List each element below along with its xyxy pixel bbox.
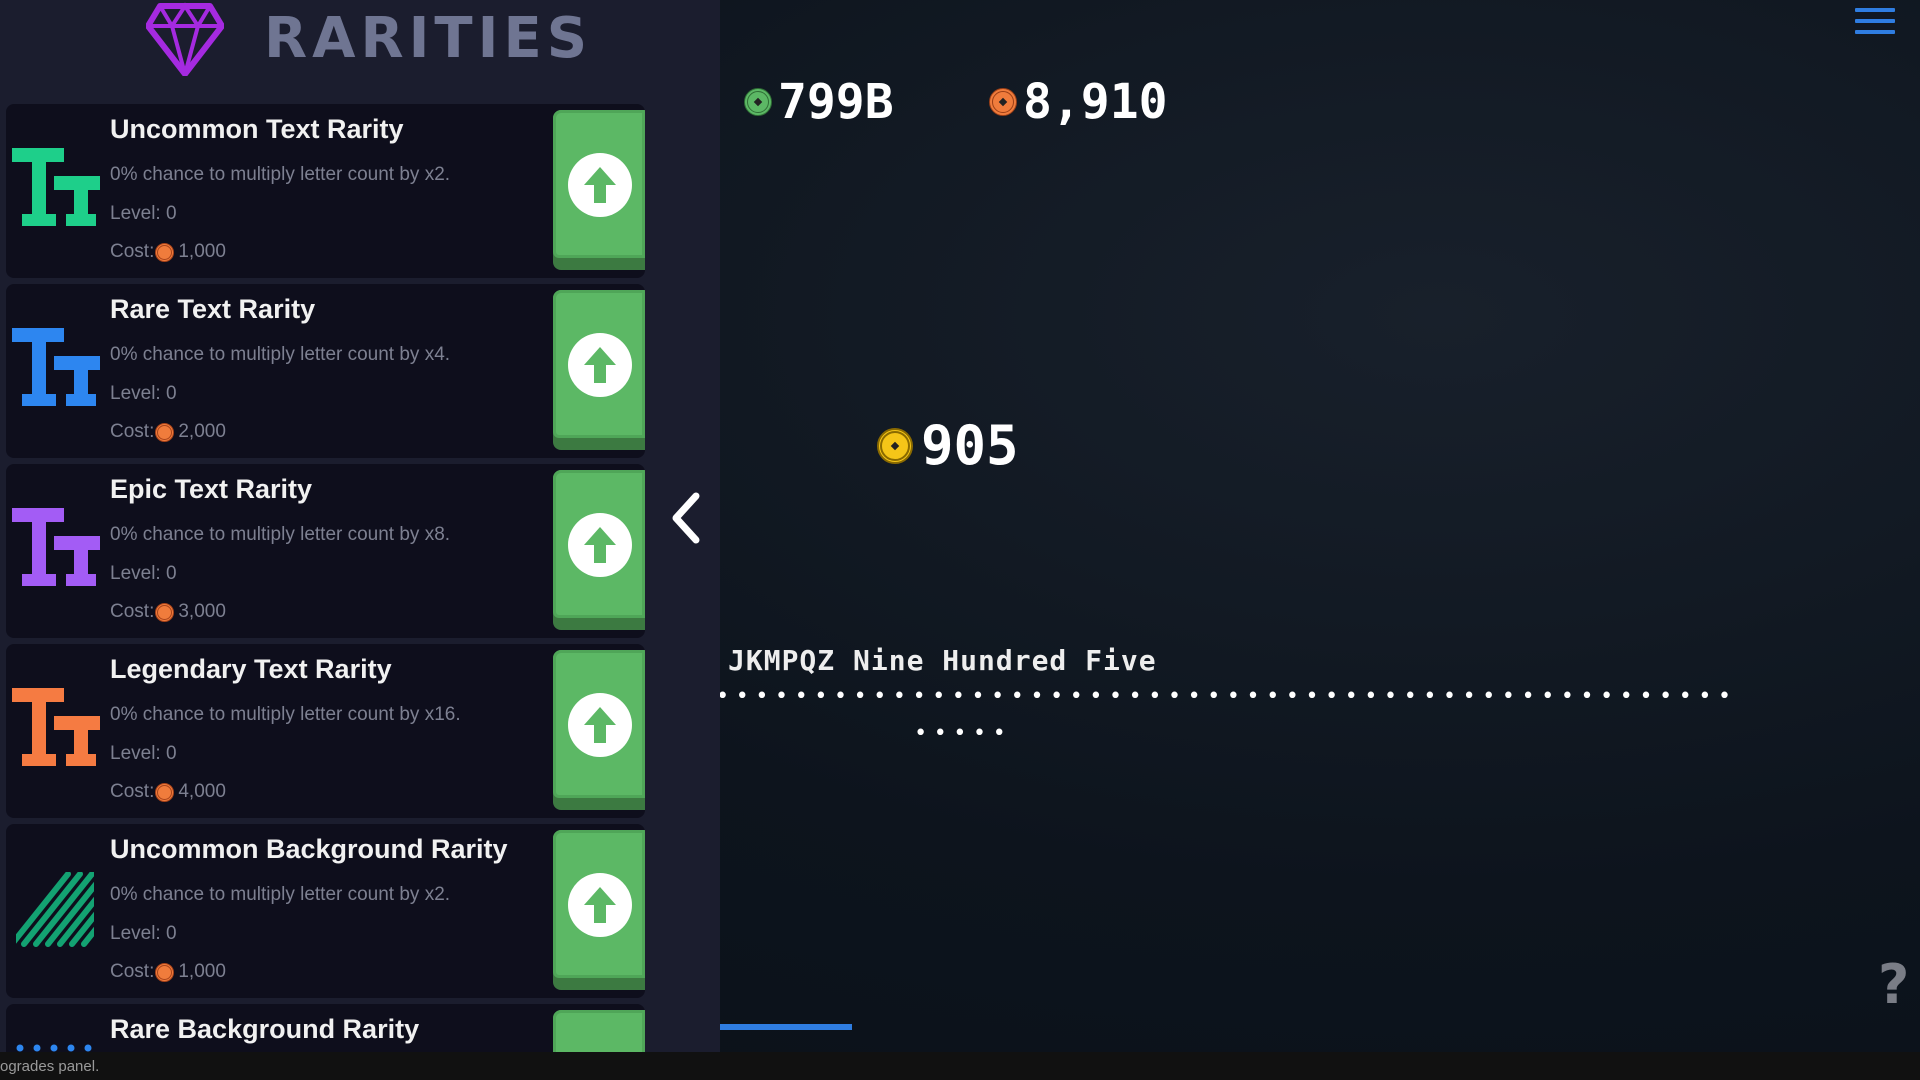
green-coin-icon [744,88,772,116]
upgrade-card: Uncommon Background Rarity 0% chance to m… [6,824,645,998]
rarities-panel: RARITIES Uncommon Text Rarity 0% chance t… [0,0,720,1052]
cost-label: Cost: [110,241,155,262]
cost-label: Cost: [110,781,155,802]
collapse-panel-chevron-icon[interactable] [664,490,708,546]
upgrade-card: Rare Text Rarity 0% chance to multiply le… [6,284,645,458]
upgrade-title: Uncommon Background Rarity [110,834,508,864]
letter-dots-row-2: ••••• [914,721,1013,746]
arrow-up-icon [568,153,632,217]
orange-coin-icon [155,782,175,802]
green-currency: 799B [744,74,894,130]
help-icon[interactable]: ? [1878,953,1910,1016]
upgrade-button[interactable] [553,470,645,630]
gold-currency: 905 [877,414,1019,477]
arrow-up-icon [568,873,632,937]
upgrade-level: Level: 0 [110,203,177,224]
upgrade-level: Level: 0 [110,383,177,404]
upgrade-card: Rare Background Rarity [6,1004,645,1052]
upgrade-title: Rare Background Rarity [110,1014,420,1044]
progress-bar [720,1024,852,1030]
upgrade-button[interactable] [553,1010,645,1052]
upgrade-description: 0% chance to multiply letter count by x2… [110,884,451,905]
upgrade-cost: Cost: 2,000 [110,421,226,443]
upgrade-cost: Cost: 4,000 [110,781,226,803]
upgrade-description: 0% chance to multiply letter count by x1… [110,704,461,725]
upgrade-card: Legendary Text Rarity 0% chance to multip… [6,644,645,818]
green-currency-value: 799B [778,74,894,130]
upgrade-card: Epic Text Rarity 0% chance to multiply le… [6,464,645,638]
arrow-up-icon [568,333,632,397]
upgrade-title: Uncommon Text Rarity [110,114,404,144]
letter-dots-row: ••••••••••••••••••••••••••••••••••••••••… [716,684,1738,709]
cost-value: 1,000 [178,961,226,982]
orange-coin-icon [155,242,175,262]
upgrade-title: Epic Text Rarity [110,474,313,504]
cost-label: Cost: [110,961,155,982]
text-rarity-icon [12,148,100,226]
cost-label: Cost: [110,421,155,442]
orange-coin-icon [155,602,175,622]
upgrade-description: 0% chance to multiply letter count by x4… [110,344,451,365]
current-word: JKMPQZ Nine Hundred Five [728,644,1157,677]
cost-value: 1,000 [178,241,226,262]
upgrade-button[interactable] [553,650,645,810]
text-rarity-icon [12,508,100,586]
cost-value: 2,000 [178,421,226,442]
upgrade-description: 0% chance to multiply letter count by x8… [110,524,451,545]
text-rarity-icon [12,688,100,766]
gold-coin-icon [877,427,913,464]
panel-title: RARITIES [264,6,593,71]
upgrade-cost: Cost: 1,000 [110,241,226,263]
upgrade-cost: Cost: 3,000 [110,601,226,623]
upgrade-level: Level: 0 [110,923,177,944]
orange-coin-icon [155,962,175,982]
gold-currency-value: 905 [921,414,1019,477]
text-rarity-icon [12,328,100,406]
orange-coin-icon [989,88,1017,116]
upgrade-description: 0% chance to multiply letter count by x2… [110,164,451,185]
orange-coin-icon [155,422,175,442]
upgrade-button[interactable] [553,830,645,990]
arrow-up-icon [568,513,632,577]
diamond-icon [146,2,224,76]
upgrade-level: Level: 0 [110,743,177,764]
upgrade-card: Uncommon Text Rarity 0% chance to multipl… [6,104,645,278]
orange-currency: 8,910 [989,74,1168,130]
upgrade-level: Level: 0 [110,563,177,584]
cost-value: 4,000 [178,781,226,802]
status-bar: ogrades panel. [0,1052,1920,1080]
cost-value: 3,000 [178,601,226,622]
cost-label: Cost: [110,601,155,622]
upgrade-cost: Cost: 1,000 [110,961,226,983]
menu-hamburger-icon[interactable] [1855,8,1895,38]
orange-currency-value: 8,910 [1023,74,1168,130]
background-dots-icon [16,1044,92,1052]
upgrade-button[interactable] [553,290,645,450]
upgrade-button[interactable] [553,110,645,270]
upgrade-title: Legendary Text Rarity [110,654,392,684]
background-stripes-icon [16,872,94,947]
upgrade-title: Rare Text Rarity [110,294,316,324]
arrow-up-icon [568,693,632,757]
